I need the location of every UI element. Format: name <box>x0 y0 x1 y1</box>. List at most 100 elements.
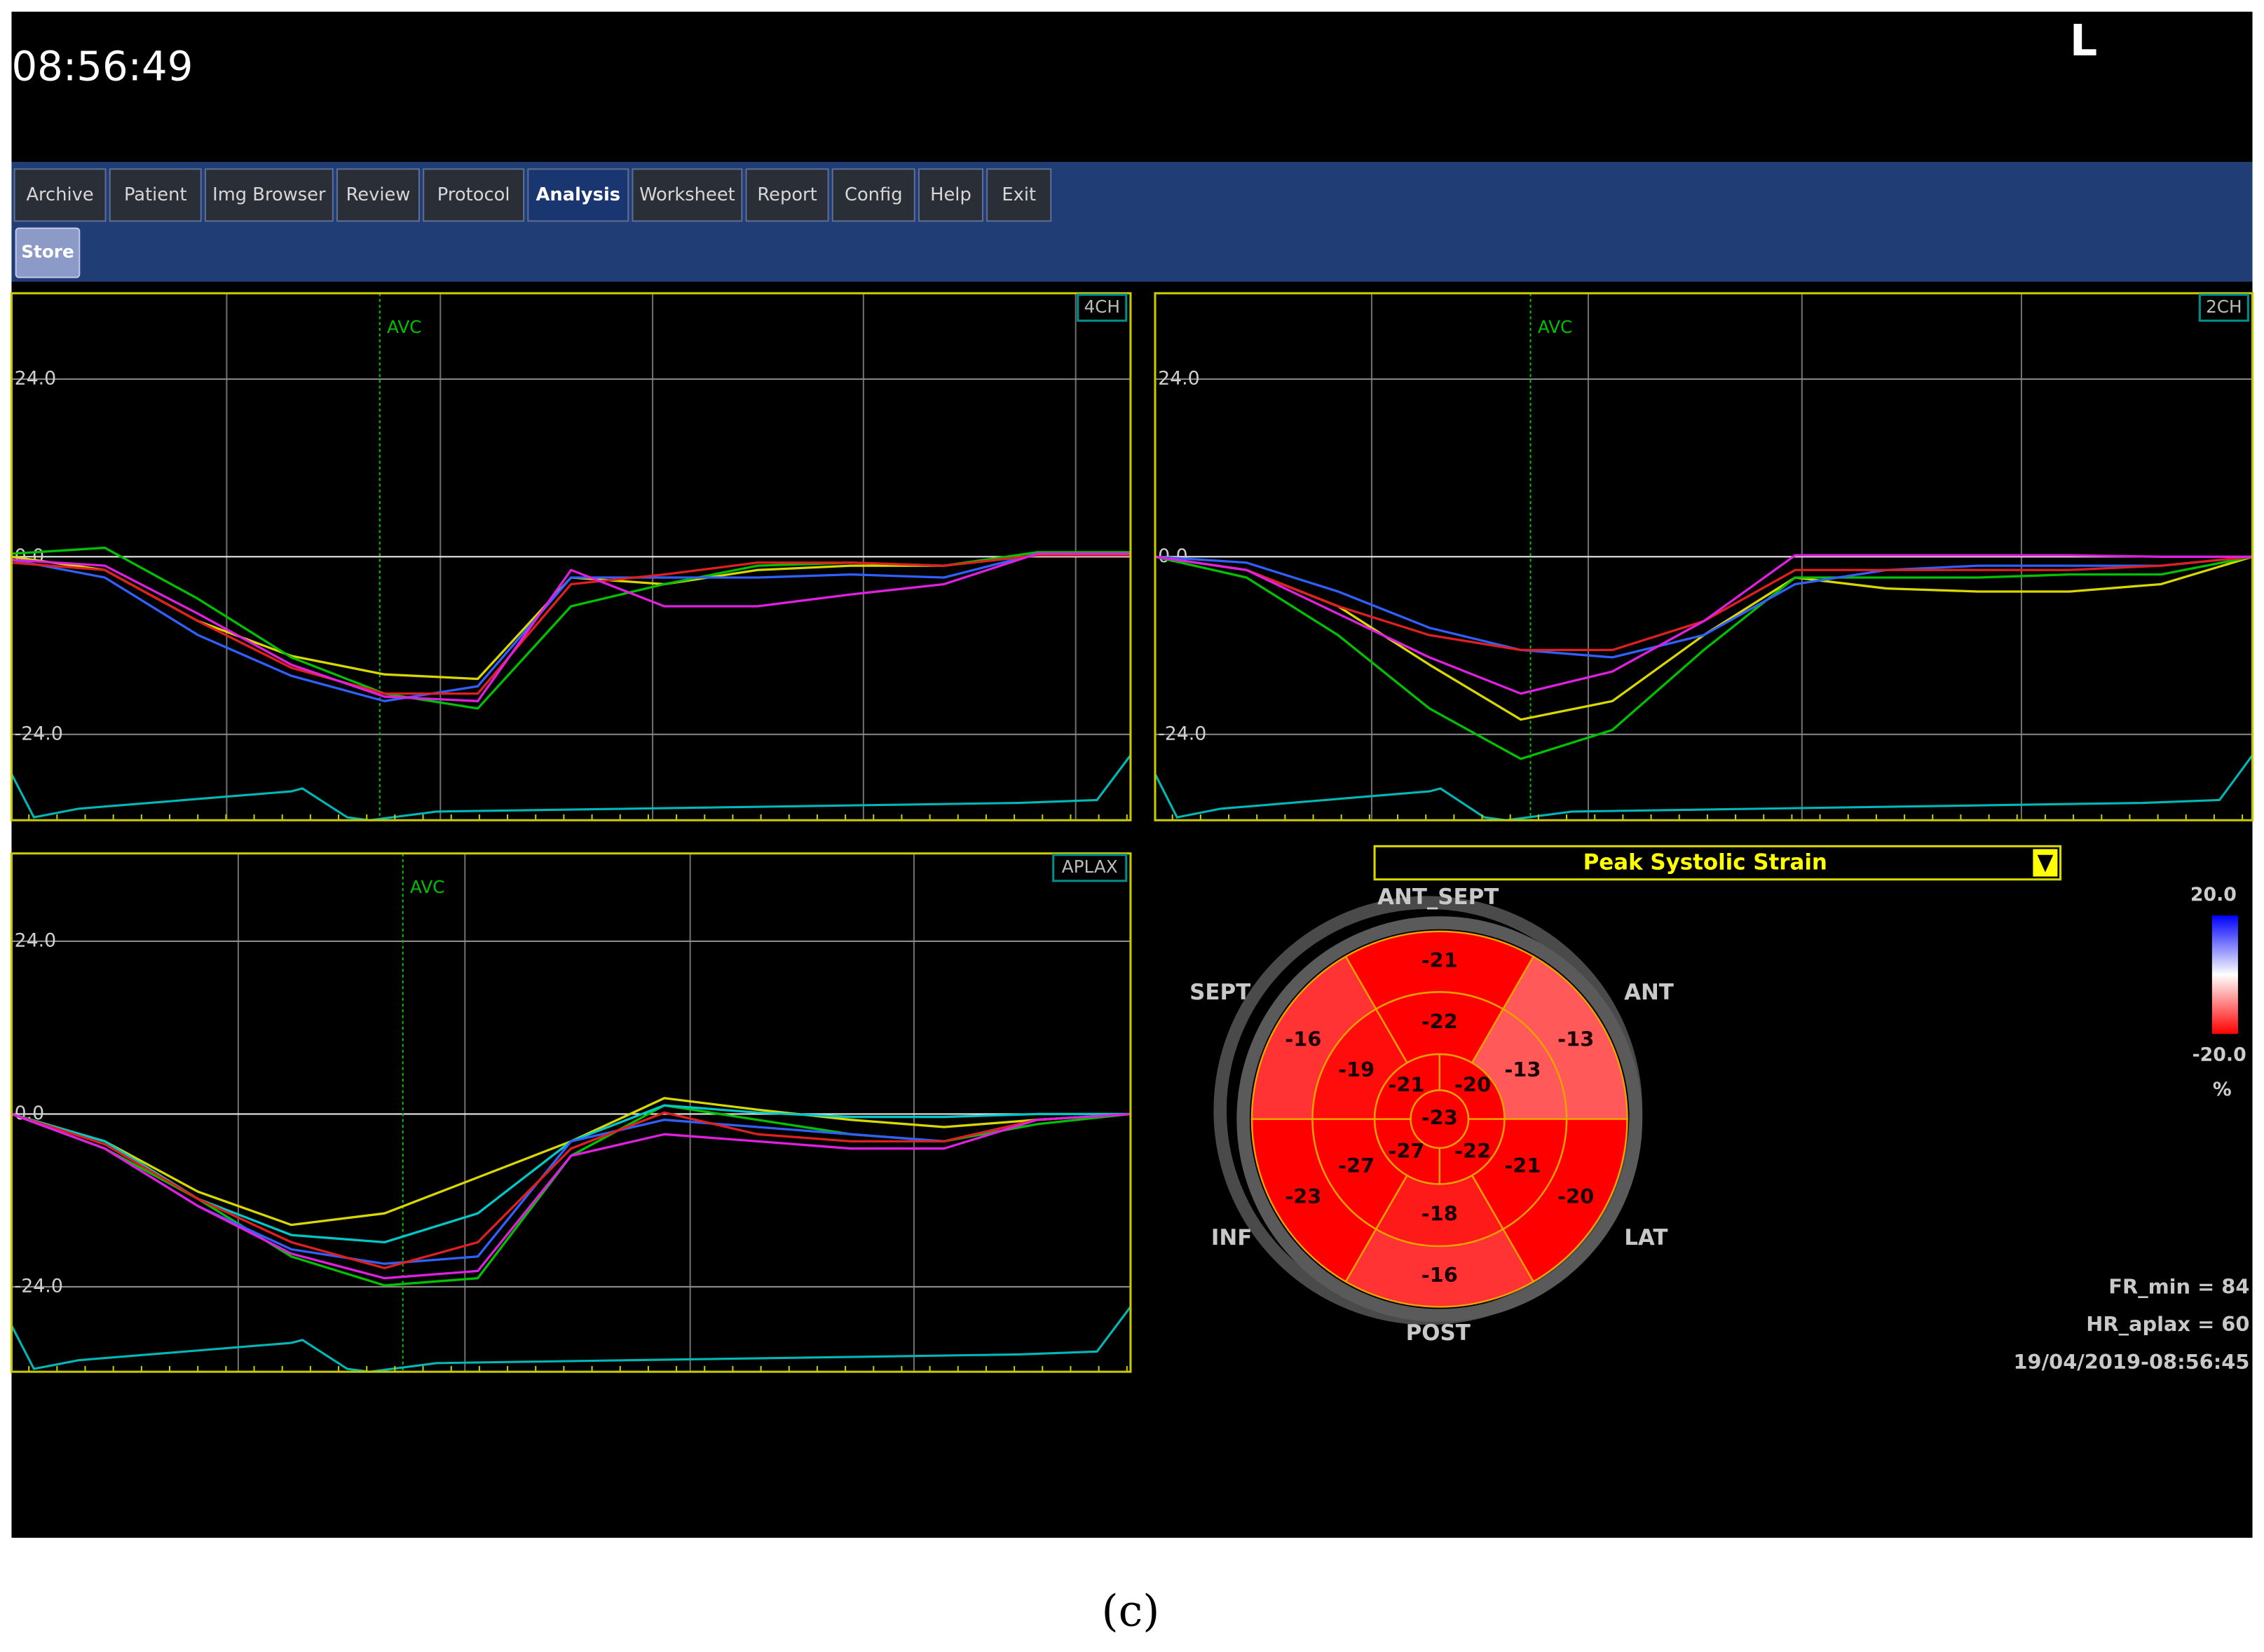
y-tick-label: -24.0 <box>15 723 63 744</box>
strain-curve <box>11 552 1131 702</box>
segment-value: -21 <box>1504 1154 1541 1177</box>
segment-value: -18 <box>1421 1202 1458 1226</box>
ecg-trace <box>1154 754 2253 821</box>
clock: 08:56:49 <box>11 43 193 90</box>
tab[interactable] <box>918 168 984 222</box>
store-label[interactable]: Store <box>21 242 74 262</box>
tab[interactable] <box>109 168 202 222</box>
segment-value: -16 <box>1285 1027 1321 1051</box>
wall-label: LAT <box>1624 1225 1668 1250</box>
colorbar <box>2211 915 2238 1035</box>
strain-curve <box>1154 554 2253 695</box>
orientation: L <box>2070 15 2097 66</box>
segment-value: -13 <box>1504 1058 1541 1081</box>
segment-value: -21 <box>1388 1072 1424 1096</box>
segment-value: -23 <box>1421 1106 1458 1130</box>
segment-value: -20 <box>1557 1185 1594 1208</box>
tab[interactable] <box>986 168 1052 222</box>
strain-curve <box>11 552 1131 702</box>
y-tick-label: -24.0 <box>1158 723 1206 744</box>
tab-label[interactable]: Worksheet <box>639 184 735 205</box>
y-tick-label: 24.0 <box>1158 367 1200 389</box>
strain-curve <box>11 1111 1131 1269</box>
view-label-box <box>1077 293 1128 322</box>
strain-curve <box>11 554 1131 695</box>
segment-value: -20 <box>1454 1072 1491 1096</box>
store-button[interactable] <box>15 227 81 278</box>
bullseye: -21-13-20-16-23-16-22-13-21-18-27-19-20-… <box>1189 885 1674 1346</box>
y-tick-label: 24.0 <box>15 929 57 951</box>
wall-label: SEPT <box>1189 980 1250 1005</box>
parameter-dropdown[interactable] <box>1373 845 2062 881</box>
ecg-trace <box>11 754 1132 821</box>
tab[interactable] <box>336 168 421 222</box>
strain-panels: 24.00.0-24.0AVC4CH24.00.0-24.0AVC2CH24.0… <box>10 292 2254 1373</box>
y-tick-label: 24.0 <box>15 367 57 389</box>
panel-frame <box>1154 292 2254 821</box>
segment-value: -27 <box>1338 1154 1375 1177</box>
tab-label[interactable]: Review <box>346 184 411 205</box>
wall-label: INF <box>1211 1225 1252 1250</box>
segment-value: -22 <box>1454 1139 1491 1163</box>
view-label: 2CH <box>2206 296 2242 317</box>
dropdown-label[interactable]: Peak Systolic Strain <box>1583 850 1827 875</box>
tab[interactable] <box>423 168 525 222</box>
wall-label: POST <box>1406 1320 1471 1346</box>
bullseye-ring <box>1236 916 1643 1323</box>
view-label-box <box>2198 293 2249 322</box>
avc-label: AVC <box>387 317 421 337</box>
tab[interactable] <box>527 168 629 222</box>
tab[interactable] <box>831 168 915 222</box>
tab[interactable] <box>204 168 334 222</box>
segment-value: -13 <box>1557 1027 1594 1051</box>
tab-label[interactable]: Img Browser <box>212 184 326 205</box>
segment-value: -19 <box>1338 1058 1375 1081</box>
info-line: 19/04/2019-08:56:45 <box>2013 1350 2249 1374</box>
avc-label: AVC <box>410 877 444 897</box>
info-line: HR_aplax = 60 <box>2086 1312 2249 1336</box>
colorbar-min: -20.0 <box>2193 1044 2246 1066</box>
tab-label[interactable]: Report <box>757 184 817 205</box>
y-tick-label: -24.0 <box>15 1275 63 1297</box>
tab-bar: Archive Patient Img Browser Review Protocol A… <box>13 168 1052 222</box>
tab[interactable] <box>13 168 107 222</box>
panel-frame <box>10 292 1132 821</box>
strain-curve <box>1154 555 2253 659</box>
colorbar-unit: % <box>2213 1079 2232 1100</box>
avc-label: AVC <box>1538 317 1572 337</box>
segment-value: -22 <box>1421 1010 1458 1034</box>
segment-value: -23 <box>1285 1185 1321 1208</box>
dropdown-arrow[interactable] <box>2037 854 2054 873</box>
info-line: FR_min = 84 <box>2108 1275 2249 1299</box>
ecg-trace <box>11 1306 1132 1373</box>
segment-value: -21 <box>1421 948 1458 972</box>
tab-label[interactable]: Exit <box>1002 184 1036 205</box>
tab-label[interactable]: Archive <box>26 184 93 205</box>
view-label: 4CH <box>1084 296 1120 317</box>
view-label: APLAX <box>1062 856 1118 877</box>
info-block: FR_min = 84 HR_aplax = 60 19/04/2019-08:56… <box>2013 1275 2249 1374</box>
tab-label[interactable]: Help <box>930 184 971 205</box>
strain-curve <box>1154 555 2253 760</box>
panel-frame <box>10 852 1132 1373</box>
wall-label: ANT <box>1624 980 1674 1005</box>
caption: (c) <box>1102 1585 1160 1636</box>
wall-label: ANT_SEPT <box>1377 885 1499 910</box>
tab-label[interactable]: Patient <box>124 184 187 205</box>
tab[interactable] <box>745 168 829 222</box>
strain-curve <box>11 1112 1131 1280</box>
tab-label[interactable]: Analysis <box>536 184 620 205</box>
colorbar-max: 20.0 <box>2190 884 2237 906</box>
tab-label[interactable]: Protocol <box>437 184 510 205</box>
segment-value: -16 <box>1421 1263 1458 1287</box>
segment <box>1410 1089 1470 1149</box>
view-label-box <box>1052 854 1128 882</box>
tab-label[interactable]: Config <box>845 184 903 205</box>
tab[interactable] <box>632 168 743 222</box>
segment-value: -27 <box>1388 1139 1424 1163</box>
